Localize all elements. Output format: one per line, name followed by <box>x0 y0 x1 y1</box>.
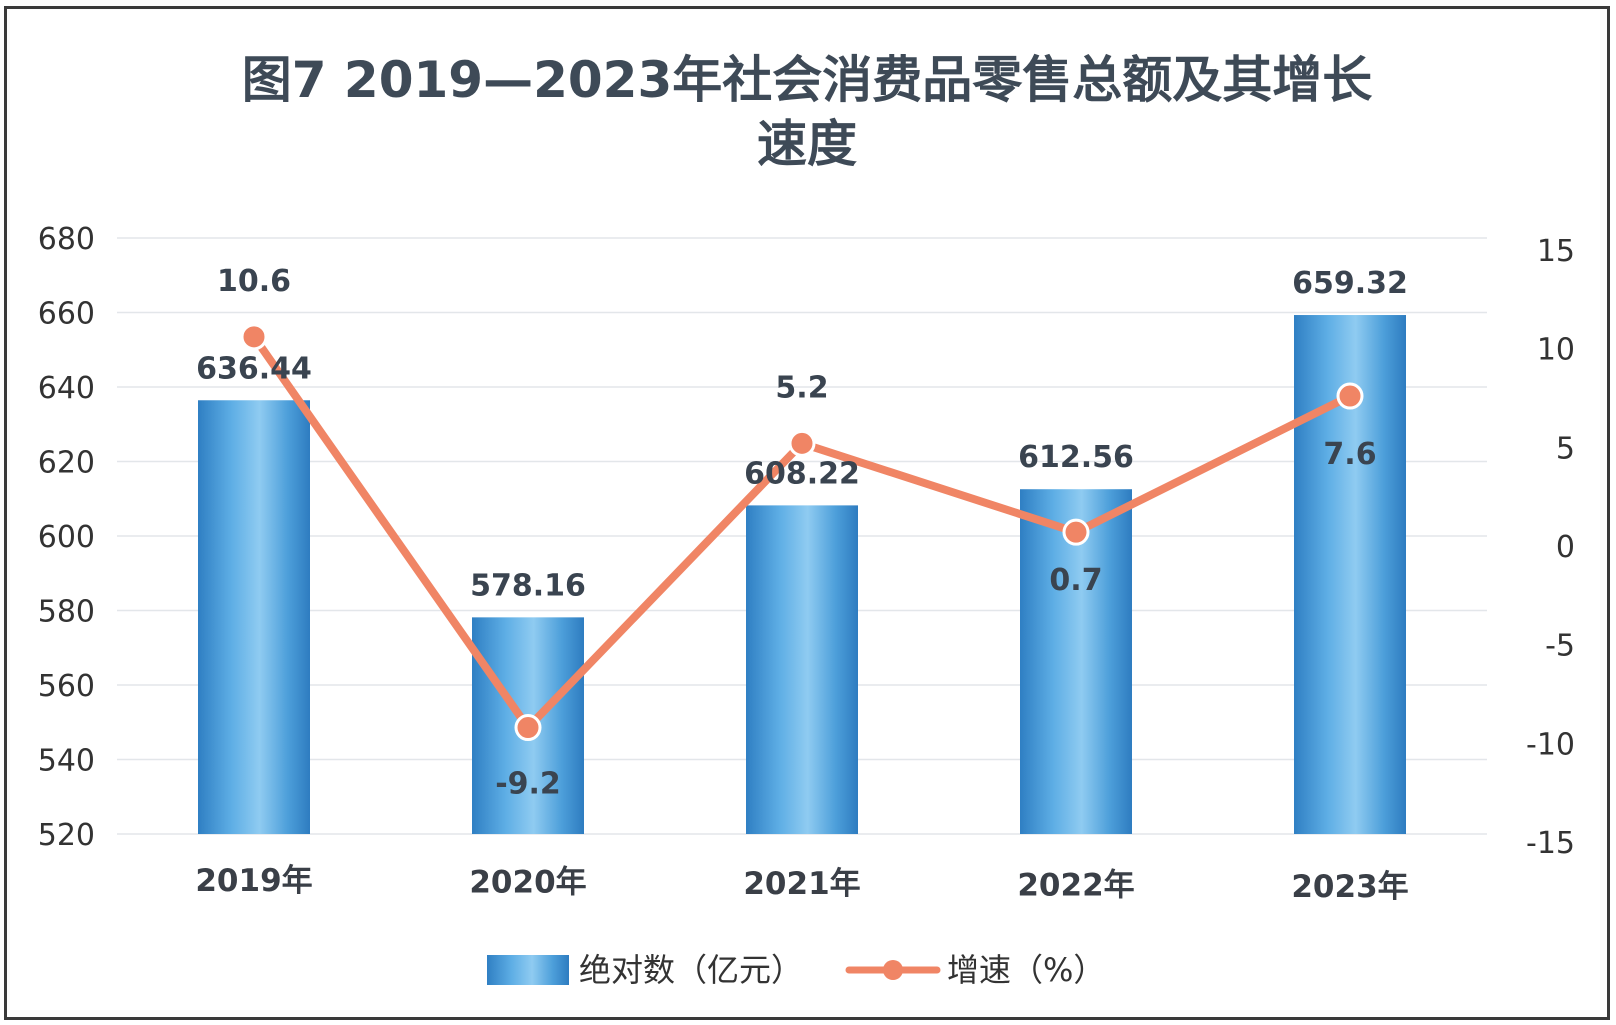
right-tick-label: 5 <box>1556 431 1575 466</box>
bar <box>198 400 310 834</box>
bar-value-label: 636.44 <box>196 351 312 386</box>
line-point <box>1336 382 1364 410</box>
left-tick-label: 640 <box>38 371 95 406</box>
line-point <box>1062 518 1090 546</box>
bar <box>746 505 858 834</box>
line-value-label: -9.2 <box>495 767 561 802</box>
left-tick-label: 660 <box>38 297 95 332</box>
left-tick-label: 680 <box>38 222 95 257</box>
right-tick-label: 10 <box>1537 333 1575 368</box>
line-point <box>788 429 816 457</box>
left-tick-label: 560 <box>38 669 95 704</box>
right-tick-label: 0 <box>1556 530 1575 565</box>
left-tick-label: 540 <box>38 744 95 779</box>
chart-frame: 图7 2019—2023年社会消费品零售总额及其增长 速度 680 660 640 6… <box>4 6 1610 1020</box>
x-axis: 2019年 2020年 2021年 2022年 2023年 <box>195 863 1408 905</box>
bar-value-label: 659.32 <box>1292 266 1408 301</box>
left-tick-label: 580 <box>38 595 95 630</box>
line-point <box>514 714 542 742</box>
left-axis: 680 660 640 620 600 580 560 540 520 <box>38 222 95 853</box>
x-tick-label: 2023年 <box>1291 869 1408 905</box>
x-tick-label: 2020年 <box>469 865 586 901</box>
bar-value-label: 612.56 <box>1018 440 1134 475</box>
x-tick-label: 2021年 <box>743 866 860 902</box>
right-axis: 15 10 5 0 -5 -10 -15 <box>1526 234 1575 861</box>
x-tick-label: 2022年 <box>1017 868 1134 904</box>
line-value-label: 10.6 <box>217 264 291 299</box>
right-tick-label: -15 <box>1526 826 1575 861</box>
left-tick-label: 520 <box>38 818 95 853</box>
legend-bar-label: 绝对数（亿元） <box>579 951 803 989</box>
chart-title-line-2: 速度 <box>757 115 857 173</box>
legend-bar-swatch <box>487 955 569 985</box>
bar-value-label: 608.22 <box>744 456 860 491</box>
x-tick-label: 2019年 <box>195 863 312 899</box>
line-series: 636.44 578.16 608.22 612.56 659.32 10.6 -9.2 5.… <box>196 264 1408 802</box>
right-tick-label: -5 <box>1545 629 1575 664</box>
line-value-label: 5.2 <box>775 370 828 405</box>
chart-svg: 图7 2019—2023年社会消费品零售总额及其增长 速度 6806606406… <box>38 51 1575 989</box>
line-value-label: 0.7 <box>1049 563 1102 598</box>
left-tick-label: 600 <box>38 520 95 555</box>
legend: 绝对数（亿元） 增速（%） <box>487 951 1105 989</box>
line-point <box>240 323 268 351</box>
right-tick-label: -10 <box>1526 727 1575 762</box>
left-tick-label: 620 <box>38 446 95 481</box>
right-tick-label: 15 <box>1537 234 1575 269</box>
line-value-label: 7.6 <box>1323 437 1376 472</box>
bar <box>1020 489 1132 834</box>
bar-value-label: 578.16 <box>470 568 586 603</box>
legend-line-marker <box>883 960 903 980</box>
legend-line-label: 增速（%） <box>947 951 1105 989</box>
chart-title-line-1: 图7 2019—2023年社会消费品零售总额及其增长 <box>242 51 1373 109</box>
